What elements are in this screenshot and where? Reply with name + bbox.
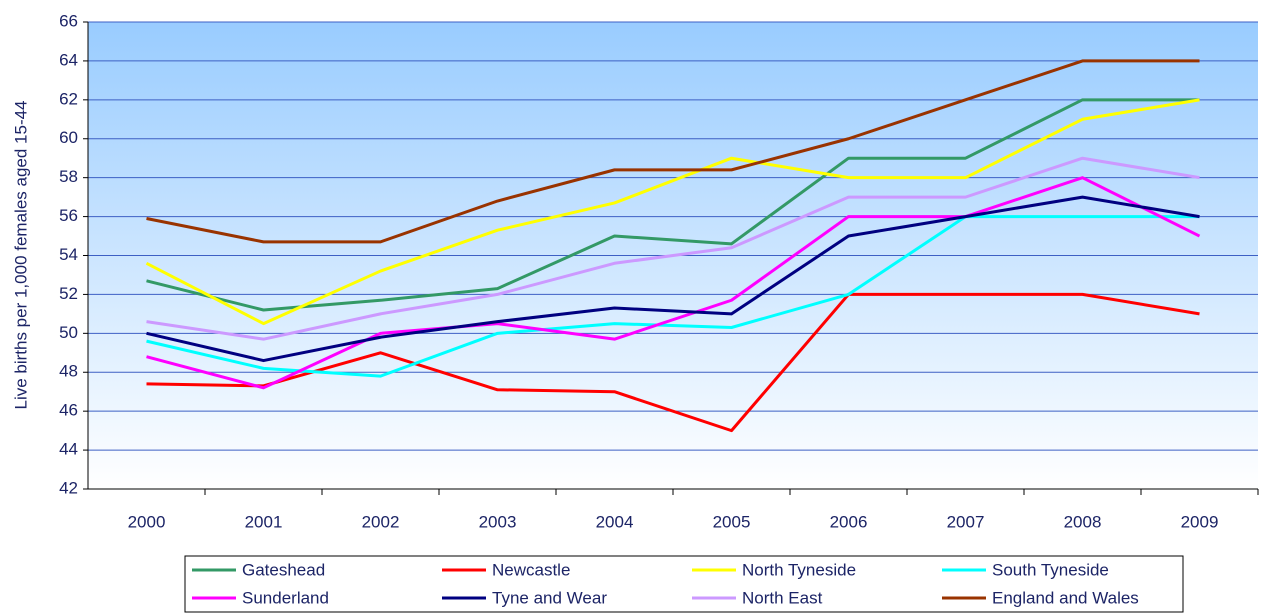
x-tick-label: 2007 [947,512,985,531]
y-tick-label: 54 [59,245,78,264]
series-line [146,195,1200,363]
x-tick-label: 2000 [128,512,166,531]
x-tick-label: 2005 [713,512,751,531]
y-tick-label: 56 [59,206,78,225]
x-tick-label: 2006 [830,512,868,531]
series-line [146,215,1200,378]
legend-label: England and Wales [992,588,1139,607]
legend-label: North East [742,588,823,607]
y-tick-label: 64 [59,50,78,69]
y-tick-label: 52 [59,284,78,303]
x-tick-label: 2002 [362,512,400,531]
legend-label: North Tyneside [742,560,856,579]
x-tick-label: 2001 [245,512,283,531]
y-tick-label: 44 [59,440,78,459]
y-tick-label: 58 [59,167,78,186]
y-tick-label: 46 [59,401,78,420]
y-tick-label: 62 [59,89,78,108]
y-tick-label: 50 [59,323,78,342]
y-tick-label: 42 [59,478,78,497]
series-line [146,176,1201,390]
legend-label: South Tyneside [992,560,1109,579]
series-line [146,156,1200,341]
series-line [146,59,1200,244]
y-tick-label: 60 [59,128,78,147]
y-tick-label: 66 [59,11,78,30]
legend [184,555,1184,613]
series-line [146,292,1200,433]
legend-label: Tyne and Wear [492,588,607,607]
x-tick-label: 2009 [1181,512,1219,531]
legend-label: Sunderland [242,588,329,607]
y-axis-label: Live births per 1,000 females aged 15-44 [11,100,30,409]
legend-label: Gateshead [242,560,325,579]
x-tick-label: 2004 [596,512,634,531]
x-tick-label: 2003 [479,512,517,531]
y-tick-label: 48 [59,362,78,381]
x-tick-label: 2008 [1064,512,1102,531]
series-line [146,98,1200,312]
series-line [145,98,1200,326]
legend-label: Newcastle [492,560,570,579]
